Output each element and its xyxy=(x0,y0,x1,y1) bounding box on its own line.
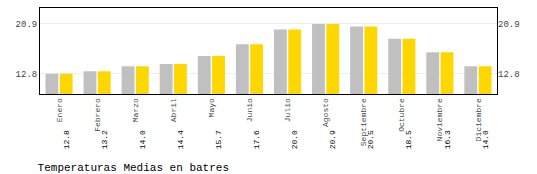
svg-text:Abril: Abril xyxy=(169,98,178,122)
svg-text:Temperaturas Medias en batres: Temperaturas Medias en batres xyxy=(38,162,229,174)
svg-text:Diciembre: Diciembre xyxy=(474,98,483,141)
svg-text:Mayo: Mayo xyxy=(207,98,216,117)
svg-text:12.8: 12.8 xyxy=(498,70,520,80)
svg-text:18.5: 18.5 xyxy=(404,130,413,149)
svg-text:20.5: 20.5 xyxy=(366,130,375,149)
svg-text:Marzo: Marzo xyxy=(131,98,140,122)
svg-text:12.8: 12.8 xyxy=(16,70,38,80)
svg-text:12.8: 12.8 xyxy=(62,130,71,149)
svg-text:17.6: 17.6 xyxy=(252,130,261,149)
svg-text:Octubre: Octubre xyxy=(397,98,406,132)
svg-text:Septiembre: Septiembre xyxy=(359,98,368,146)
svg-text:20.9: 20.9 xyxy=(16,20,38,30)
svg-text:Enero: Enero xyxy=(55,98,64,122)
svg-text:13.2: 13.2 xyxy=(100,130,109,149)
svg-text:14.0: 14.0 xyxy=(138,130,147,149)
svg-text:Noviembre: Noviembre xyxy=(435,98,444,141)
svg-text:20.9: 20.9 xyxy=(328,130,337,149)
svg-text:14.0: 14.0 xyxy=(481,130,490,149)
svg-text:16.3: 16.3 xyxy=(443,130,452,149)
svg-text:Agosto: Agosto xyxy=(321,98,330,127)
svg-text:20.9: 20.9 xyxy=(498,20,520,30)
svg-text:Julio: Julio xyxy=(283,98,292,122)
svg-text:14.4: 14.4 xyxy=(176,130,185,149)
svg-text:20.0: 20.0 xyxy=(290,130,299,149)
svg-text:Junio: Junio xyxy=(245,98,254,122)
svg-text:15.7: 15.7 xyxy=(214,130,223,149)
svg-text:Febrero: Febrero xyxy=(93,98,102,132)
